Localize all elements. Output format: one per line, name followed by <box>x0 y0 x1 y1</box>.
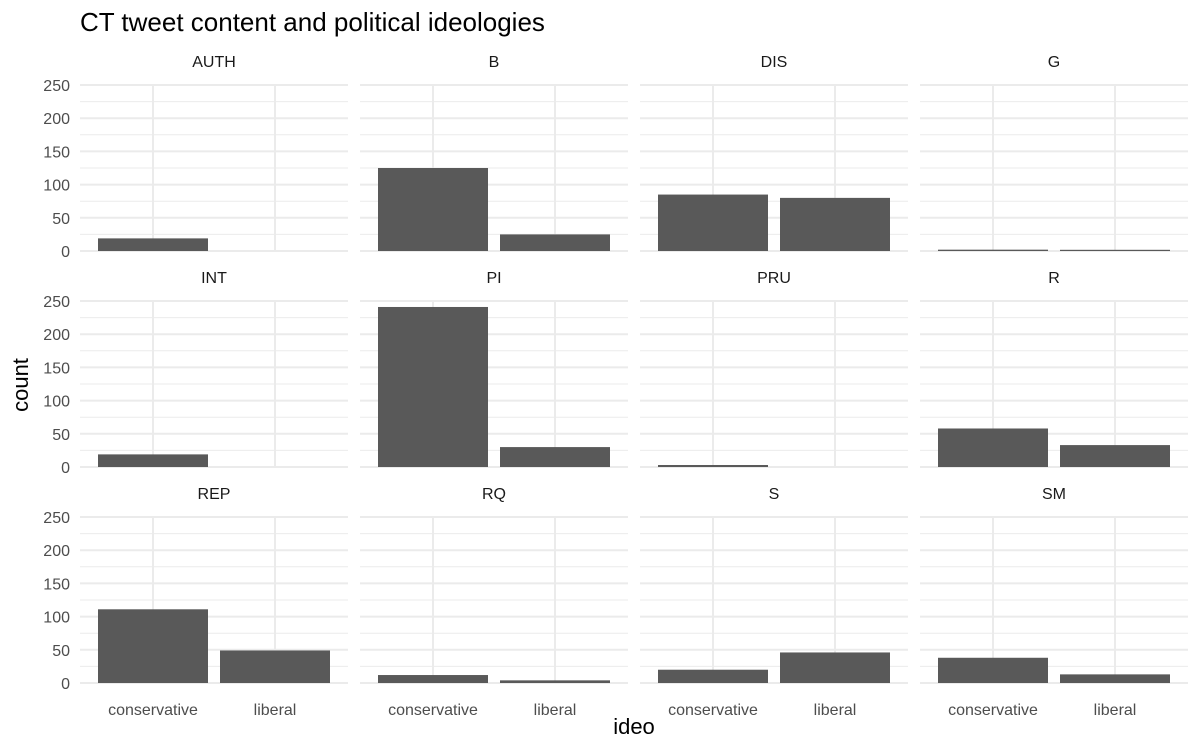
bar-int-conservative <box>98 454 208 467</box>
facet-label: REP <box>198 486 231 503</box>
bar-pru-conservative <box>658 465 768 467</box>
x-tick-label: liberal <box>534 702 577 719</box>
x-tick-label: conservative <box>388 702 478 719</box>
facet-label: RQ <box>482 486 506 503</box>
y-tick-label: 50 <box>52 211 70 228</box>
facet-label: AUTH <box>192 54 236 71</box>
y-tick-label: 0 <box>61 460 70 477</box>
facet-label: S <box>769 486 780 503</box>
panel-g: G <box>920 54 1188 252</box>
bar-rq-conservative <box>378 675 488 683</box>
bar-sm-liberal <box>1060 674 1170 683</box>
y-tick-label: 100 <box>43 610 70 627</box>
bar-dis-conservative <box>658 194 768 251</box>
y-tick-label: 100 <box>43 178 70 195</box>
y-tick-label: 250 <box>43 510 70 527</box>
x-tick-label: conservative <box>948 702 1038 719</box>
facet-label: SM <box>1042 486 1066 503</box>
y-tick-label: 250 <box>43 294 70 311</box>
panel-auth: AUTH 0 50 100 150 200 250 <box>43 54 348 261</box>
y-tick-label: 200 <box>43 327 70 344</box>
bar-b-conservative <box>378 168 488 251</box>
facet-label: B <box>489 54 500 71</box>
x-axis-title: ideo <box>613 714 655 739</box>
x-tick-label: conservative <box>668 702 758 719</box>
bar-rep-liberal <box>220 650 330 683</box>
y-tick-label: 100 <box>43 394 70 411</box>
bar-rep-conservative <box>98 609 208 683</box>
panel-rq: RQ conservative liberal <box>360 486 628 719</box>
bar-s-liberal <box>780 652 890 683</box>
bar-r-conservative <box>938 428 1048 467</box>
panel-sm: SM conservative liberal <box>920 486 1188 719</box>
y-axis-title: count <box>8 358 33 412</box>
y-tick-label: 0 <box>61 244 70 261</box>
bar-pi-liberal <box>500 447 610 467</box>
y-tick-label: 150 <box>43 576 70 593</box>
panel-pi: PI <box>360 270 628 468</box>
x-tick-label: conservative <box>108 702 198 719</box>
y-tick-label: 250 <box>43 78 70 95</box>
bar-auth-conservative <box>98 238 208 251</box>
y-tick-label: 50 <box>52 427 70 444</box>
panel-rep: REP 0 50 100 150 200 250 conservative liberal <box>43 486 348 719</box>
facet-label: R <box>1048 270 1060 287</box>
panel-b: B <box>360 54 628 252</box>
bar-pi-conservative <box>378 306 488 467</box>
panels-group: AUTH 0 50 100 150 200 250 B DIS G INT 0 50 100 150 200 2… <box>43 54 1188 719</box>
facet-label: PRU <box>757 270 791 287</box>
y-tick-label: 150 <box>43 144 70 161</box>
bar-b-liberal <box>500 234 610 251</box>
panel-int: INT 0 50 100 150 200 250 <box>43 270 348 477</box>
y-tick-label: 200 <box>43 543 70 560</box>
facet-label: G <box>1048 54 1060 71</box>
bar-s-conservative <box>658 669 768 683</box>
y-tick-label: 200 <box>43 111 70 128</box>
panel-dis: DIS <box>640 54 908 252</box>
x-tick-label: liberal <box>1094 702 1137 719</box>
bar-rq-liberal <box>500 680 610 683</box>
facet-label: INT <box>201 270 227 287</box>
bar-sm-conservative <box>938 657 1048 683</box>
bar-dis-liberal <box>780 197 890 251</box>
x-tick-label: liberal <box>814 702 857 719</box>
facet-label: DIS <box>761 54 788 71</box>
y-tick-label: 0 <box>61 676 70 693</box>
panel-r: R <box>920 270 1188 468</box>
y-tick-label: 150 <box>43 360 70 377</box>
x-tick-label: liberal <box>254 702 297 719</box>
panel-pru: PRU <box>640 270 908 468</box>
bar-g-liberal <box>1060 249 1170 251</box>
chart-title: CT tweet content and political ideologie… <box>80 7 545 37</box>
bar-r-liberal <box>1060 445 1170 467</box>
facet-label: PI <box>486 270 501 287</box>
bar-g-conservative <box>938 249 1048 251</box>
y-tick-label: 50 <box>52 643 70 660</box>
